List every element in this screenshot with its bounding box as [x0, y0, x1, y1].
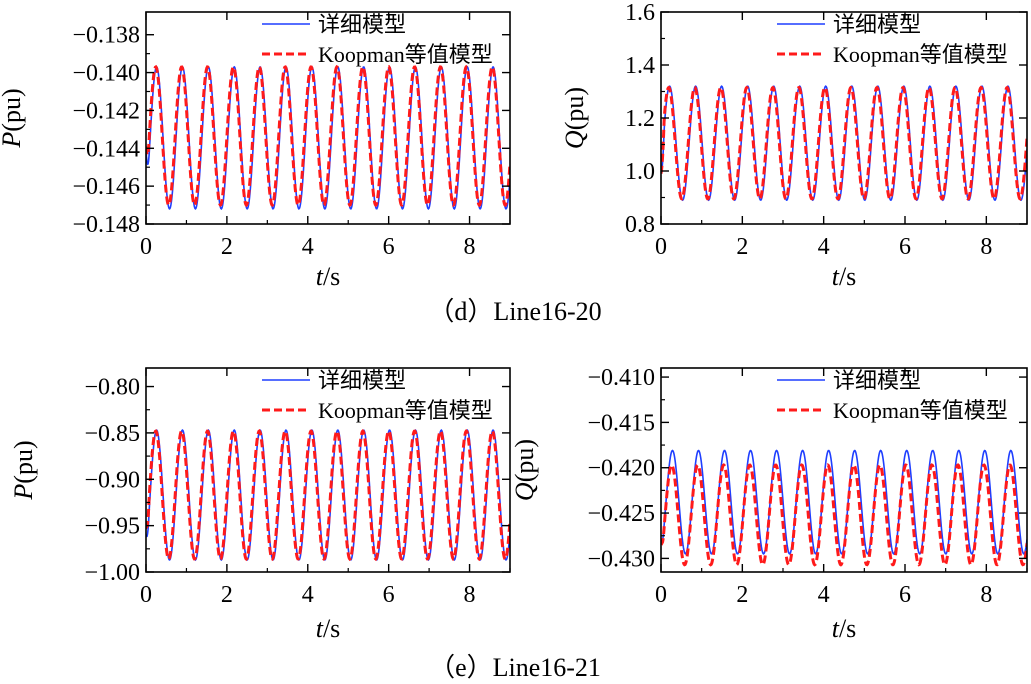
x-tick-label: 4 — [818, 234, 830, 260]
y-tick-label: 1.6 — [625, 0, 655, 26]
y-axis-label: Q(pu) — [510, 439, 539, 501]
chart-d_P: 0 2 4 6 8 −0.148 −0.146 −0.144 −0.142 −0.140 −0.13… — [0, 11, 511, 291]
legend: 详细模型 Koopman等值模型 — [262, 368, 493, 423]
chart-e_Q: 0 2 4 6 8 −0.430 −0.425 −0.420 −0.415 −0.410 t/s Q(… — [510, 365, 1028, 643]
x-tick-label: 2 — [736, 582, 748, 608]
legend-label-koopman: Koopman等值模型 — [833, 398, 1008, 423]
y-tick-label: −0.140 — [72, 61, 140, 87]
y-tick-label: −1.00 — [84, 560, 140, 586]
series-line-koopman — [661, 85, 1027, 201]
y-tick-label: −0.425 — [587, 501, 655, 527]
legend-label-detailed: 详细模型 — [318, 12, 406, 37]
y-tick-label: 0.8 — [625, 212, 655, 238]
y-tick-label: −0.146 — [72, 174, 140, 200]
y-tick-label: 1.0 — [625, 159, 655, 185]
legend: 详细模型 Koopman等值模型 — [777, 368, 1008, 423]
x-axis-label: t/s — [832, 262, 857, 291]
x-tick-label: 6 — [899, 582, 911, 608]
x-tick-label: 8 — [464, 582, 476, 608]
legend-label-koopman: Koopman等值模型 — [318, 42, 493, 67]
caption-d: （d）Line16-20 — [428, 297, 601, 326]
legend: 详细模型 Koopman等值模型 — [262, 12, 493, 67]
y-tick-label: −0.85 — [84, 421, 140, 447]
x-tick-label: 8 — [980, 582, 992, 608]
x-tick-label: 8 — [980, 234, 992, 260]
x-tick-label: 2 — [736, 234, 748, 260]
y-tick-label: −0.148 — [72, 212, 140, 238]
series-line-koopman — [146, 428, 510, 562]
x-axis-label: t/s — [316, 614, 341, 643]
x-tick-label: 0 — [140, 582, 152, 608]
y-axis-label: Q(pu) — [560, 87, 589, 149]
y-tick-label: −0.95 — [84, 514, 140, 540]
x-tick-label: 4 — [302, 582, 314, 608]
series-line-koopman — [661, 463, 1027, 567]
x-tick-label: 0 — [655, 234, 667, 260]
y-tick-label: 1.2 — [625, 106, 655, 132]
caption-e: （e）Line16-21 — [429, 653, 601, 682]
plot-frame — [145, 367, 511, 573]
y-tick-label: −0.90 — [84, 467, 140, 493]
legend-label-detailed: 详细模型 — [833, 12, 921, 37]
legend-label-detailed: 详细模型 — [833, 368, 921, 393]
x-tick-label: 6 — [383, 234, 395, 260]
x-tick-label: 2 — [221, 582, 233, 608]
y-tick-label: −0.138 — [72, 23, 140, 49]
y-tick-label: −0.415 — [587, 410, 655, 436]
y-axis-label: P(pu) — [0, 88, 26, 148]
y-axis-label: P(pu) — [9, 440, 38, 500]
legend-label-koopman: Koopman等值模型 — [318, 398, 493, 423]
y-tick-label: −0.430 — [587, 546, 655, 572]
chart-e_P: 0 2 4 6 8 −1.00 −0.95 −0.90 −0.85 −0.80 t/s P(pu) 详细… — [9, 367, 511, 643]
x-tick-label: 8 — [464, 234, 476, 260]
legend-label-koopman: Koopman等值模型 — [833, 42, 1008, 67]
x-axis-label: t/s — [316, 262, 341, 291]
x-axis-label: t/s — [832, 614, 857, 643]
legend: 详细模型 Koopman等值模型 — [777, 12, 1008, 67]
x-tick-label: 6 — [899, 234, 911, 260]
legend-label-detailed: 详细模型 — [318, 368, 406, 393]
series-line-koopman — [146, 64, 510, 208]
y-tick-label: −0.142 — [72, 98, 140, 124]
x-tick-label: 0 — [655, 582, 667, 608]
plot-frame — [145, 11, 511, 225]
chart-d_Q: 0 2 4 6 8 0.8 1.0 1.2 1.4 1.6 t/s Q(pu) 详细模型 Koopman等… — [560, 0, 1028, 291]
y-tick-label: −0.410 — [587, 365, 655, 391]
y-tick-label: −0.420 — [587, 456, 655, 482]
y-tick-label: −0.144 — [72, 136, 140, 162]
x-tick-label: 2 — [221, 234, 233, 260]
plot-frame — [660, 367, 1028, 573]
y-tick-label: 1.4 — [625, 53, 655, 79]
x-tick-label: 0 — [140, 234, 152, 260]
x-tick-label: 6 — [383, 582, 395, 608]
y-tick-label: −0.80 — [84, 375, 140, 401]
x-tick-label: 4 — [818, 582, 830, 608]
x-tick-label: 4 — [302, 234, 314, 260]
